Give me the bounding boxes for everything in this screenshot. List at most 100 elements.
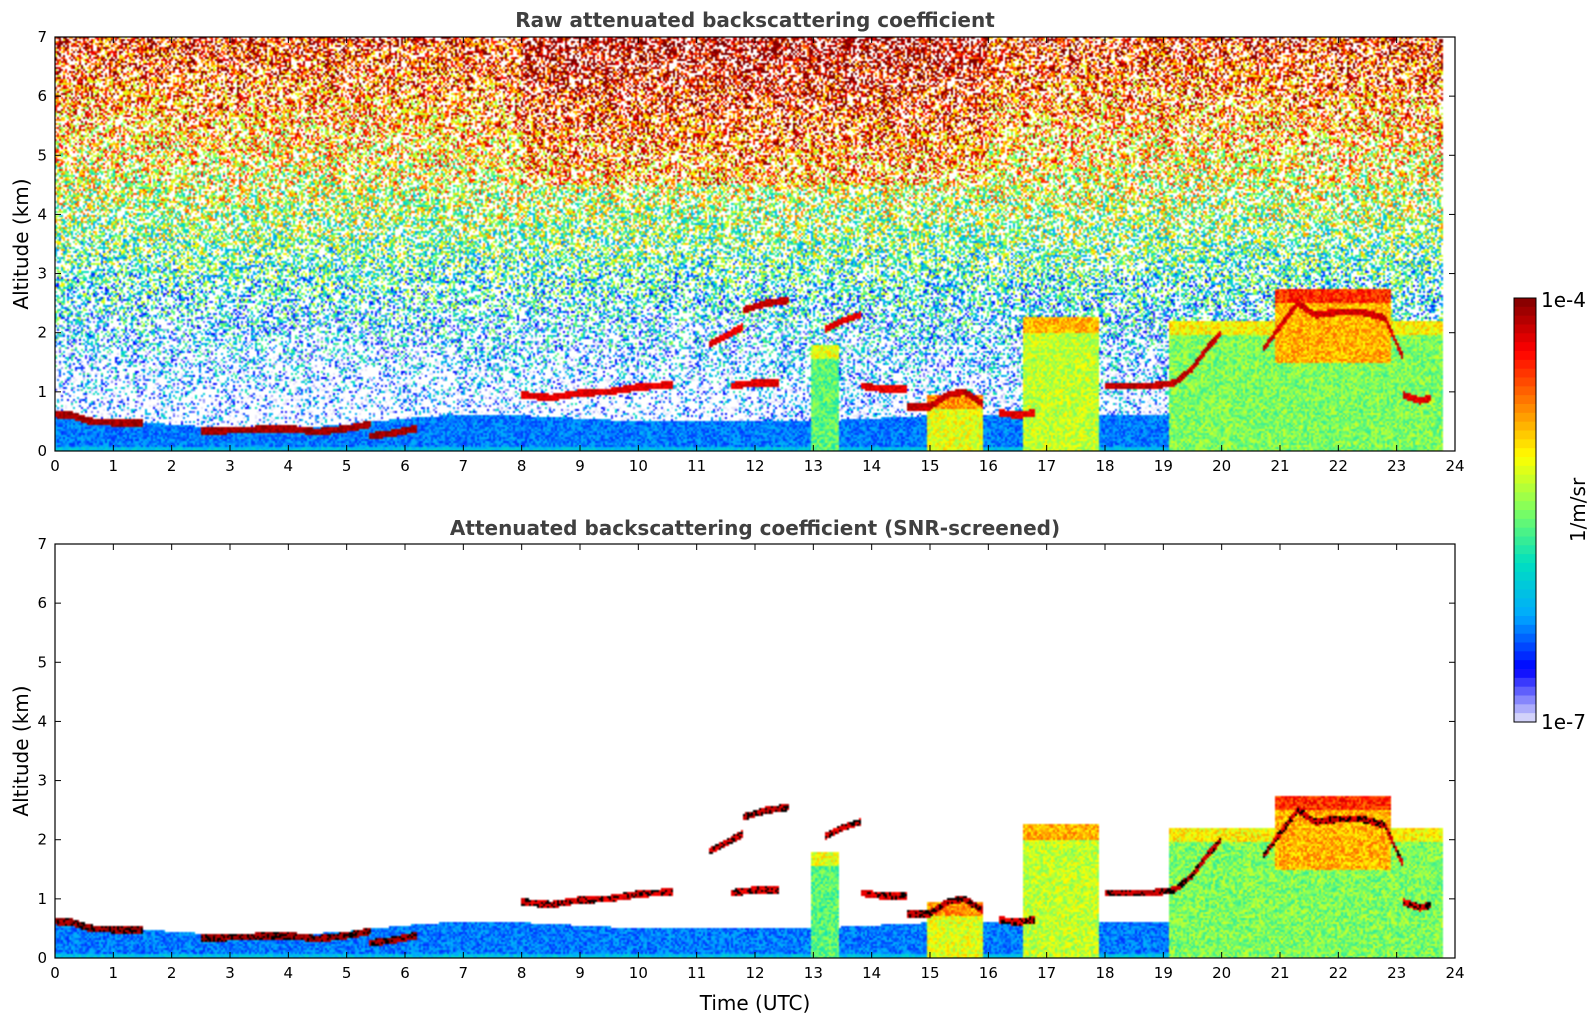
x-tick-label: 19 [1154, 457, 1173, 475]
colorbar-band [1514, 571, 1536, 582]
x-tick-label: 0 [50, 457, 60, 475]
colorbar-band [1514, 359, 1536, 370]
colorbar-band [1514, 395, 1536, 405]
x-tick-label: 11 [687, 457, 706, 475]
x-tick-label: 1 [109, 457, 119, 475]
x-tick-label: 23 [1387, 457, 1406, 475]
x-tick-label: 4 [284, 457, 294, 475]
x-tick-label: 18 [1095, 964, 1114, 982]
x-tick-label: 17 [1037, 457, 1056, 475]
x-tick-label: 16 [979, 457, 998, 475]
colorbar-band [1514, 457, 1536, 467]
y-tick-label: 6 [37, 87, 47, 105]
colorbar-min-label: 1e-7 [1541, 710, 1586, 734]
y-tick-label: 3 [37, 772, 47, 790]
y-axis-label: Altitude (km) [9, 685, 33, 816]
panel-title: Raw attenuated backscattering coefficien… [515, 8, 995, 32]
colorbar-frame [1513, 297, 1537, 723]
colorbar-band [1514, 342, 1536, 352]
y-tick-label: 0 [37, 442, 47, 460]
colorbar-band [1514, 412, 1536, 423]
colorbar-band [1514, 306, 1536, 317]
colorbar-band [1514, 404, 1536, 414]
x-tick-label: 9 [575, 964, 585, 982]
colorbar-band [1514, 351, 1536, 361]
y-tick-label: 4 [37, 712, 47, 730]
heatmap-area [55, 544, 1455, 958]
x-tick-label: 13 [804, 964, 823, 982]
colorbar-band [1514, 633, 1536, 644]
y-axis-label: Altitude (km) [9, 178, 33, 309]
x-tick-label: 3 [225, 457, 235, 475]
colorbar-band [1514, 368, 1536, 379]
x-tick-label: 10 [629, 457, 648, 475]
x-tick-label: 20 [1212, 964, 1231, 982]
x-tick-label: 21 [1270, 964, 1289, 982]
colorbar-band [1514, 536, 1536, 546]
colorbar-band [1514, 616, 1536, 626]
x-tick-label: 9 [575, 457, 585, 475]
heatmap-image [55, 37, 1455, 451]
x-tick-label: 18 [1095, 457, 1114, 475]
x-tick-label: 13 [804, 457, 823, 475]
colorbar-gradient [1514, 298, 1536, 723]
colorbar-band [1514, 677, 1536, 688]
colorbar-band [1514, 324, 1536, 334]
colorbar-band [1514, 492, 1536, 502]
colorbar-band [1514, 580, 1536, 591]
colorbar-band [1514, 686, 1536, 697]
x-tick-label: 6 [400, 964, 410, 982]
y-tick-label: 0 [37, 949, 47, 967]
colorbar-band [1514, 598, 1536, 608]
colorbar-max-label: 1e-4 [1541, 288, 1586, 312]
x-tick-label: 11 [687, 964, 706, 982]
x-tick-label: 14 [862, 457, 881, 475]
y-tick-label: 1 [37, 383, 47, 401]
x-axis: 0 1 2 3 4 5 6 7 8 9 10 11 12 13 14 15 16 17 18 19 20 21 22 23 24 [50, 544, 1465, 982]
colorbar-band [1514, 465, 1536, 476]
x-axis-label: Time (UTC) [699, 991, 811, 1015]
x-tick-label: 8 [517, 964, 527, 982]
x-tick-label: 22 [1329, 964, 1348, 982]
x-tick-label: 15 [920, 964, 939, 982]
panel-title: Attenuated backscattering coefficient (S… [450, 516, 1060, 540]
colorbar-band [1514, 607, 1536, 617]
x-tick-label: 6 [400, 457, 410, 475]
colorbar-band [1514, 563, 1536, 573]
y-tick-label: 2 [37, 324, 47, 342]
colorbar-band [1514, 501, 1536, 511]
colorbar-band [1514, 545, 1536, 555]
y-tick-label: 5 [37, 146, 47, 164]
colorbar-band [1514, 527, 1536, 538]
x-tick-label: 16 [979, 964, 998, 982]
colorbar-band [1514, 483, 1536, 493]
colorbar-band [1514, 660, 1536, 670]
x-tick-label: 24 [1445, 964, 1464, 982]
x-tick-label: 7 [459, 964, 469, 982]
colorbar-band [1514, 298, 1536, 308]
colorbar-label: 1/m/sr [1566, 477, 1590, 542]
colorbar-band [1514, 510, 1536, 520]
colorbar-band [1514, 448, 1536, 458]
colorbar-band [1514, 421, 1536, 432]
x-axis: 0 1 2 3 4 5 6 7 8 9 10 11 12 13 14 15 16 17 18 19 20 21 22 23 24 [50, 37, 1465, 475]
x-tick-label: 23 [1387, 964, 1406, 982]
x-tick-label: 24 [1445, 457, 1464, 475]
y-tick-label: 1 [37, 890, 47, 908]
y-tick-label: 7 [37, 28, 47, 46]
x-tick-label: 21 [1270, 457, 1289, 475]
colorbar-band [1514, 651, 1536, 661]
y-tick-label: 7 [37, 535, 47, 553]
colorbar-band [1514, 624, 1536, 635]
colorbar-band [1514, 386, 1536, 396]
x-tick-label: 2 [167, 964, 177, 982]
x-tick-label: 22 [1329, 457, 1348, 475]
colorbar-band [1514, 315, 1536, 326]
y-tick-label: 5 [37, 653, 47, 671]
colorbar-band [1514, 474, 1536, 485]
x-tick-label: 10 [629, 964, 648, 982]
y-axis: 0 1 2 3 4 5 6 7 [37, 28, 1455, 460]
x-tick-label: 15 [920, 457, 939, 475]
y-tick-label: 3 [37, 265, 47, 283]
